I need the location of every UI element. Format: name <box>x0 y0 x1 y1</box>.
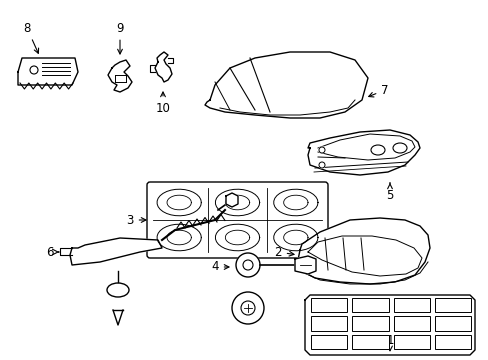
Bar <box>393 335 429 349</box>
Polygon shape <box>297 218 429 284</box>
Bar <box>434 316 470 331</box>
Polygon shape <box>294 256 315 274</box>
Polygon shape <box>204 52 367 118</box>
Bar <box>310 335 346 349</box>
Ellipse shape <box>392 143 406 153</box>
Polygon shape <box>108 60 132 92</box>
Bar <box>434 335 470 349</box>
Text: 7: 7 <box>368 84 388 97</box>
Ellipse shape <box>370 145 384 155</box>
Text: 6: 6 <box>46 246 54 258</box>
Text: 8: 8 <box>23 22 39 53</box>
Circle shape <box>231 292 264 324</box>
FancyBboxPatch shape <box>147 182 327 258</box>
Text: 9: 9 <box>116 22 123 54</box>
Bar <box>310 298 346 312</box>
Circle shape <box>30 66 38 74</box>
Bar <box>351 316 387 331</box>
Polygon shape <box>225 193 238 207</box>
Polygon shape <box>70 238 162 265</box>
Polygon shape <box>155 52 172 82</box>
Text: 10: 10 <box>155 92 170 114</box>
Ellipse shape <box>107 283 129 297</box>
Bar <box>351 298 387 312</box>
Bar <box>393 298 429 312</box>
Polygon shape <box>305 295 474 355</box>
Circle shape <box>318 162 325 168</box>
Bar <box>434 298 470 312</box>
Bar <box>393 316 429 331</box>
Circle shape <box>241 301 254 315</box>
Text: 5: 5 <box>386 183 393 202</box>
Circle shape <box>243 260 252 270</box>
Polygon shape <box>307 130 419 175</box>
Text: 1: 1 <box>386 333 393 351</box>
Circle shape <box>236 253 260 277</box>
Text: 3: 3 <box>126 213 146 226</box>
Text: 4: 4 <box>211 261 228 274</box>
Circle shape <box>318 147 325 153</box>
Bar <box>351 335 387 349</box>
Polygon shape <box>18 58 78 85</box>
Bar <box>310 316 346 331</box>
Text: 2: 2 <box>274 246 293 258</box>
